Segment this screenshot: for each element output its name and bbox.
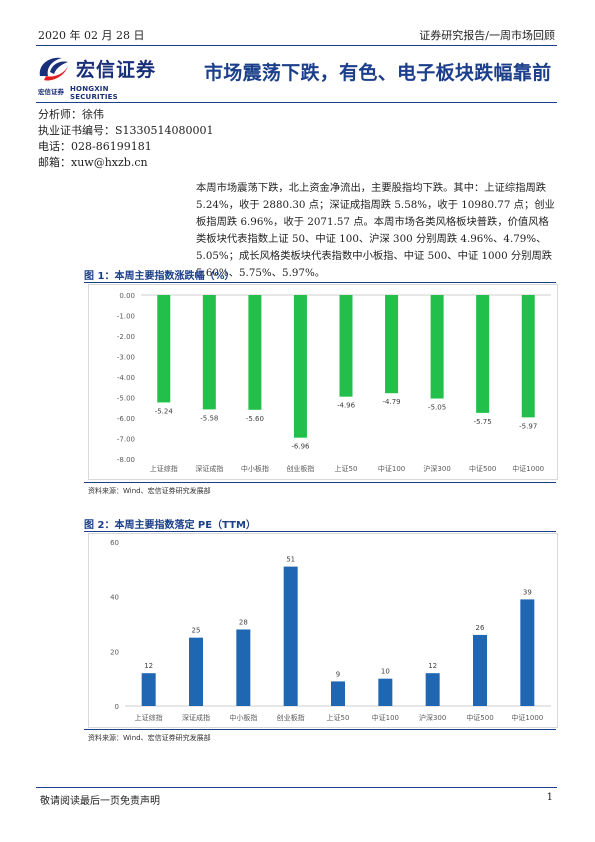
summary-paragraph: 本周市场震荡下跌，北上资金净流出，主要股指均下跌。其中：上证综指周跌 5.24%… [196, 180, 557, 282]
logo-subtext-cn: 宏信证券 [38, 88, 64, 96]
bar [331, 681, 345, 706]
bar [521, 295, 535, 418]
report-type: 证券研究报告/一周市场回顾 [419, 29, 555, 42]
analyst-license: 执业证书编号：S1330514080001 [38, 124, 214, 137]
x-tick-label: 中证100 [378, 464, 405, 473]
y-tick-label: -5.00 [117, 395, 135, 403]
bar [476, 295, 490, 413]
bar [520, 599, 535, 706]
y-tick-label: 20 [110, 648, 119, 656]
bar [141, 673, 156, 706]
x-tick-label: 创业板指 [286, 464, 314, 473]
x-tick-label: 中小板指 [241, 464, 269, 473]
x-tick-label: 深证成指 [182, 713, 210, 722]
x-tick-label: 中证500 [469, 464, 496, 473]
brand-logo: 宏信证券 宏信证券 HONGXIN SECURITIES [36, 52, 158, 101]
data-label: 12 [144, 662, 153, 670]
y-tick-label: 60 [110, 539, 119, 547]
data-label: -5.24 [155, 407, 174, 415]
header-divider [36, 45, 557, 46]
y-tick-label: -6.00 [117, 415, 135, 423]
bar [339, 295, 353, 397]
x-tick-label: 沪深300 [423, 464, 450, 473]
x-tick-label: 中小板指 [229, 713, 257, 722]
x-tick-label: 深证成指 [195, 464, 223, 473]
analyst-email[interactable]: 邮箱：xuw@hxzb.cn [38, 156, 148, 169]
data-label: 10 [381, 668, 390, 676]
bar [202, 295, 216, 410]
data-label: -5.60 [246, 415, 264, 423]
logo-emblem-icon [39, 57, 68, 81]
x-tick-label: 创业板指 [277, 713, 305, 722]
x-tick-label: 中证1000 [512, 464, 544, 473]
x-tick-label: 上证综指 [150, 464, 178, 473]
data-label: 25 [192, 627, 201, 635]
bar [189, 637, 203, 706]
bar [385, 295, 399, 394]
page-number: 1 [546, 792, 553, 803]
figure2-title: 图 2：本周主要指数落定 PE（TTM） [84, 520, 256, 531]
bar [157, 295, 171, 403]
figure2-rule [84, 531, 556, 532]
y-tick-label: 0.00 [119, 292, 135, 300]
x-tick-label: 中证500 [466, 713, 493, 722]
figure2-source: 资料来源：Wind、宏信证券研究发展部 [88, 734, 211, 742]
footer-disclaimer[interactable]: 敬请阅读最后一页免责声明 [40, 796, 160, 807]
y-tick-label: -7.00 [117, 436, 135, 444]
figure2-chart: 60 40 20 0 12 上证综指 25 深证成指 28 中小板指 51 创业板指 9 上证50 10 中证… [110, 539, 551, 722]
y-tick-label: -8.00 [117, 456, 135, 464]
data-label: 51 [286, 556, 295, 564]
x-tick-label: 中证100 [372, 713, 399, 722]
bar [473, 634, 487, 706]
data-label: -5.58 [200, 414, 218, 422]
data-label: 39 [523, 588, 532, 596]
figure1-bottom-rule [84, 482, 556, 483]
figure2-chart-frame: 60 40 20 0 12 上证综指 25 深证成指 28 中小板指 51 创业板指 9 上证50 10 中证… [88, 533, 558, 728]
bar [378, 678, 393, 706]
report-date: 2020 年 02 月 28 日 [38, 29, 145, 42]
y-tick-label: -3.00 [117, 354, 135, 362]
bar [248, 295, 262, 410]
figure1-chart: 0.00 -1.00 -2.00 -3.00 -4.00 -5.00 -6.00 -7.00 -… [117, 292, 551, 473]
x-tick-label: 上证50 [327, 713, 350, 722]
data-label: -5.97 [519, 422, 537, 430]
data-label: 28 [239, 618, 248, 626]
figure1-source: 资料来源：Wind、宏信证券研究发展部 [88, 487, 211, 495]
y-tick-label: -2.00 [117, 333, 135, 341]
data-label: -4.96 [337, 402, 356, 410]
data-label: -4.79 [382, 398, 400, 406]
data-label: -5.05 [428, 404, 446, 412]
figure1-chart-frame: 0.00 -1.00 -2.00 -3.00 -4.00 -5.00 -6.00 -7.00 -… [88, 284, 558, 480]
data-label: -5.75 [474, 418, 492, 426]
analyst-phone: 电话：028-86199181 [38, 140, 152, 153]
x-tick-label: 上证综指 [135, 713, 163, 722]
analyst-name: 分析师：徐伟 [38, 108, 104, 121]
bar [425, 673, 440, 706]
footer-divider [36, 787, 557, 788]
figure2-bottom-rule [84, 729, 556, 730]
bar [283, 566, 298, 706]
x-tick-label: 沪深300 [419, 713, 446, 722]
document-title: 市场震荡下跌，有色、电子板块跌幅靠前 [204, 62, 552, 84]
data-label: 26 [476, 624, 485, 632]
summary-text: 本周市场震荡下跌，北上资金净流出，主要股指均下跌。其中：上证综指周跌 5.24%… [196, 182, 555, 279]
bar [236, 629, 251, 706]
data-label: 12 [428, 662, 437, 670]
figure1-rule [84, 282, 556, 283]
bar [293, 295, 307, 438]
logo-subtext-en: HONGXIN SECURITIES [70, 85, 118, 101]
data-label: -6.96 [291, 443, 310, 451]
x-tick-label: 中证1000 [511, 713, 543, 722]
logo-text: 宏信证券 [76, 59, 157, 81]
y-tick-label: -1.00 [117, 313, 135, 321]
title-divider [36, 102, 557, 103]
y-tick-label: 40 [110, 594, 119, 602]
y-tick-label: 0 [115, 703, 119, 711]
y-tick-label: -4.00 [117, 374, 135, 382]
data-label: 9 [336, 670, 340, 678]
figure1-title: 图 1：本周主要指数涨跌幅（%） [84, 271, 235, 282]
x-tick-label: 上证50 [335, 464, 358, 473]
bar [430, 295, 444, 399]
